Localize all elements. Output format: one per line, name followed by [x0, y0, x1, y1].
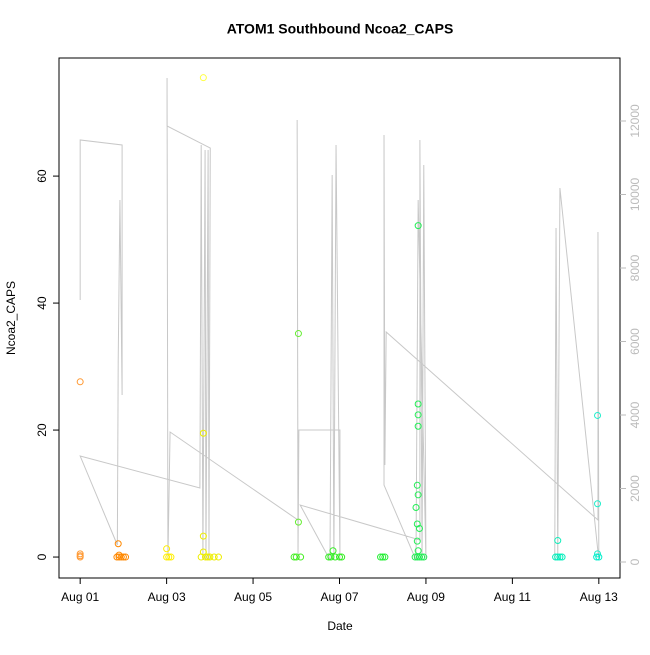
y-tick-label: 40	[35, 296, 49, 310]
series-line	[79, 77, 600, 561]
point	[294, 330, 302, 338]
y2-tick-label: 8000	[628, 254, 642, 281]
point	[167, 553, 175, 561]
point	[558, 553, 566, 561]
point	[165, 553, 173, 561]
point	[197, 553, 205, 561]
point	[413, 520, 421, 528]
point	[290, 553, 298, 561]
point	[377, 553, 385, 561]
point	[594, 411, 602, 419]
x-axis-label: Date	[327, 619, 353, 633]
y2-tick-label: 2000	[628, 475, 642, 502]
point	[412, 504, 420, 512]
point	[381, 553, 389, 561]
point	[595, 553, 603, 561]
x-tick-label: Aug 01	[61, 590, 99, 604]
point	[418, 553, 426, 561]
y-tick-label: 60	[35, 169, 49, 183]
point	[119, 553, 127, 561]
point	[76, 553, 84, 561]
y-tick-label: 0	[35, 553, 49, 560]
point	[327, 553, 335, 561]
y2-tick-label: 10000	[628, 177, 642, 211]
y2-tick-label: 12000	[628, 104, 642, 138]
point	[206, 553, 214, 561]
point	[420, 553, 428, 561]
point	[117, 553, 125, 561]
point	[413, 537, 421, 545]
point	[415, 524, 423, 532]
point	[329, 547, 337, 555]
point	[163, 553, 171, 561]
point	[413, 481, 421, 489]
y-axis-label: Ncoa2_CAPS	[4, 281, 18, 355]
point	[415, 553, 423, 561]
point	[199, 429, 207, 437]
point	[292, 553, 300, 561]
x-tick-label: Aug 09	[407, 590, 445, 604]
point	[554, 553, 562, 561]
point	[556, 553, 564, 561]
point	[414, 222, 422, 230]
point	[163, 545, 171, 553]
point	[338, 553, 346, 561]
point	[122, 553, 130, 561]
x-tick-label: Aug 03	[148, 590, 186, 604]
y2-tick-label: 6000	[628, 328, 642, 355]
x-tick-label: Aug 07	[320, 590, 358, 604]
point	[210, 553, 218, 561]
y2-tick-label: 0	[628, 558, 642, 565]
x-tick-label: Aug 13	[580, 590, 618, 604]
point	[199, 532, 207, 540]
point	[336, 553, 343, 561]
point	[414, 411, 422, 419]
chart-title: ATOM1 Southbound Ncoa2_CAPS	[227, 21, 454, 37]
point	[414, 491, 422, 499]
point	[594, 550, 602, 558]
point	[294, 518, 302, 526]
point	[414, 422, 422, 430]
point	[76, 550, 84, 558]
point	[214, 553, 222, 561]
point	[199, 74, 207, 82]
point	[114, 540, 122, 548]
x-tick-label: Aug 05	[234, 590, 272, 604]
y-tick-label: 20	[35, 423, 49, 437]
point	[115, 551, 123, 559]
point	[594, 500, 602, 508]
point	[76, 378, 84, 386]
y2-tick-label: 4000	[628, 401, 642, 428]
point	[325, 553, 333, 561]
point	[554, 537, 562, 545]
point	[379, 553, 387, 561]
point	[202, 553, 210, 561]
point	[593, 553, 601, 561]
x-tick-label: Aug 11	[494, 590, 531, 604]
point	[414, 400, 422, 408]
